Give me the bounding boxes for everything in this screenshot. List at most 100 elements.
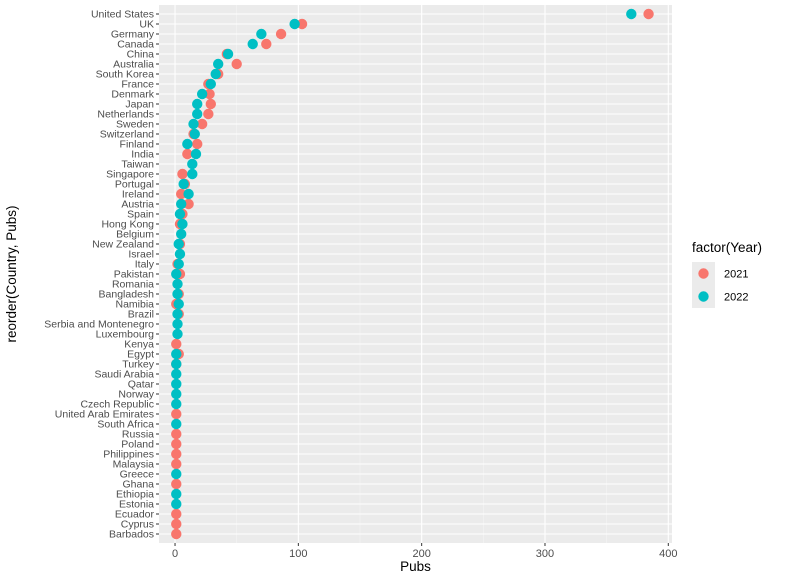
y-tick-label: Luxembourg: [96, 329, 155, 341]
data-point-2021: [203, 108, 214, 120]
data-point-2022: [173, 238, 184, 250]
y-tick-label: Germany: [111, 29, 155, 41]
data-point-2022: [171, 348, 182, 360]
data-point-2021: [175, 188, 187, 200]
data-point-2021: [171, 478, 182, 490]
y-tick-label: Denmark: [111, 89, 154, 101]
data-point-2022: [174, 208, 186, 220]
data-point-2022: [188, 118, 199, 130]
y-tick-label: Cyprus: [121, 519, 154, 531]
y-tick-label: Singapore: [106, 169, 154, 181]
data-point-2022: [173, 258, 184, 270]
y-tick-label: Belgium: [116, 229, 154, 241]
legend-key-2021: [698, 268, 709, 279]
data-point-2021: [275, 28, 287, 40]
y-tick-label: Turkey: [122, 359, 154, 371]
data-point-2022: [171, 378, 182, 390]
data-point-2021: [171, 518, 182, 530]
x-tick-label: 100: [289, 548, 307, 560]
data-point-2022: [205, 78, 216, 90]
data-point-2021: [171, 508, 182, 520]
legend-label: 2022: [724, 292, 748, 304]
data-point-2022: [210, 68, 221, 80]
data-point-2021: [261, 38, 272, 50]
data-point-2022: [175, 198, 187, 210]
y-tick-label: Barbados: [109, 529, 154, 541]
data-point-2022: [289, 18, 300, 30]
data-point-2021: [204, 88, 215, 100]
legend-items: 2021 2022: [692, 262, 748, 308]
data-point-2021: [296, 18, 308, 30]
y-axis-title: reorder(Country, Pubs): [4, 205, 19, 342]
y-tick-label: United States: [91, 9, 154, 21]
data-point-2022: [172, 328, 183, 340]
y-tick-label: France: [121, 79, 154, 91]
y-tick-label: Saudi Arabia: [94, 369, 154, 381]
y-tick-label: Ghana: [122, 479, 154, 491]
y-tick-label: Kenya: [124, 339, 154, 351]
data-point-2021: [643, 8, 654, 20]
data-point-2022: [171, 468, 182, 480]
legend: factor(Year) 2021 2022: [692, 240, 762, 308]
y-tick-label: Japan: [125, 99, 154, 111]
y-tick-label: Czech Republic: [80, 399, 154, 411]
data-point-2022: [172, 318, 183, 330]
y-tick-label: Ireland: [122, 189, 154, 201]
y-tick-label: Hong Kong: [101, 219, 154, 231]
x-axis: 0 100 200 300 400: [172, 543, 677, 560]
data-point-2022: [175, 228, 187, 240]
data-point-2022: [190, 148, 202, 160]
data-point-2022: [192, 98, 203, 110]
legend-title: factor(Year): [692, 240, 762, 255]
y-tick-label: Malaysia: [113, 459, 155, 471]
data-point-2022: [171, 398, 182, 410]
data-point-2022: [171, 498, 182, 510]
data-point-2022: [177, 218, 188, 230]
y-tick-label: Austria: [121, 199, 154, 211]
data-point-2021: [196, 118, 208, 130]
data-point-2022: [171, 358, 182, 370]
data-point-2022: [178, 178, 189, 190]
y-tick-label: Sweden: [116, 119, 154, 131]
data-point-2022: [187, 168, 198, 180]
y-tick-label: Israel: [128, 249, 154, 261]
data-point-2022: [189, 128, 200, 140]
y-tick-label: Greece: [120, 469, 155, 481]
x-tick-label: 300: [536, 548, 554, 560]
data-points: [171, 8, 654, 540]
data-point-2022: [222, 48, 234, 60]
y-tick-label: Switzerland: [100, 129, 154, 141]
data-point-2021: [231, 58, 242, 70]
y-tick-label: Finland: [120, 139, 155, 151]
data-point-2022: [172, 288, 183, 300]
y-tick-label: Serbia and Montenegro: [44, 319, 154, 331]
data-point-2022: [187, 158, 198, 170]
y-tick-label: Pakistan: [114, 269, 154, 281]
data-point-2021: [171, 338, 182, 350]
data-point-2022: [212, 58, 224, 70]
data-point-2021: [171, 408, 182, 420]
data-point-2022: [171, 418, 182, 430]
legend-key-2022: [698, 291, 709, 302]
data-point-2022: [172, 308, 183, 320]
x-tick-label: 200: [412, 548, 430, 560]
y-tick-label: United Arab Emirates: [55, 409, 154, 421]
y-axis: BarbadosCyprusEcuadorEstoniaEthiopiaGhan…: [44, 9, 159, 541]
y-tick-label: Portugal: [115, 179, 154, 191]
data-point-2022: [196, 88, 208, 100]
data-point-2022: [172, 278, 183, 290]
y-tick-label: Romania: [112, 279, 154, 291]
y-tick-label: China: [127, 49, 155, 61]
data-point-2022: [183, 188, 194, 200]
y-tick-label: Spain: [127, 209, 154, 221]
y-tick-label: South Africa: [97, 419, 154, 431]
y-tick-label: Norway: [118, 389, 154, 401]
y-tick-label: Philippines: [103, 449, 154, 461]
y-tick-label: Ethiopia: [116, 489, 154, 501]
y-tick-label: Egypt: [127, 349, 154, 361]
data-point-2022: [174, 248, 186, 260]
y-tick-label: Ecuador: [115, 509, 155, 521]
data-point-2022: [171, 368, 182, 380]
y-tick-label: Brazil: [128, 309, 154, 321]
